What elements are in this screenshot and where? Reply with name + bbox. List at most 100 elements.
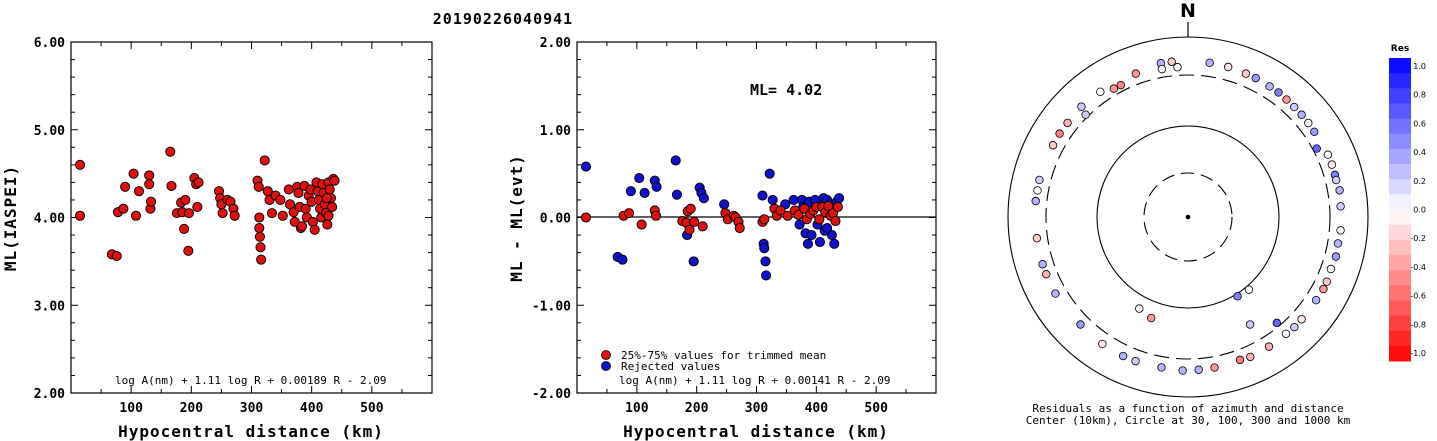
rejected-point bbox=[814, 237, 825, 248]
colorbar-cell bbox=[1389, 209, 1411, 226]
data-point bbox=[183, 208, 194, 219]
x-tick-label: 400 bbox=[805, 401, 829, 416]
data-point bbox=[323, 210, 334, 221]
station-marker bbox=[1235, 355, 1245, 365]
colorbar-labels: 1.0 0.8 0.6 0.4 0.2 0.0 -0.2 -0.4 -0.6 -0.8 -1.0 bbox=[1410, 62, 1426, 358]
data-point bbox=[253, 181, 264, 192]
tick-group: 100 200 300 400 500 2.00 3.00 4.00 5.00 6.00 bbox=[34, 36, 432, 416]
station-marker bbox=[1331, 252, 1341, 261]
station-marker bbox=[1167, 57, 1176, 66]
station-marker bbox=[1131, 69, 1141, 78]
rejected-point bbox=[757, 190, 768, 201]
colorbar-cell bbox=[1389, 270, 1411, 286]
data-point bbox=[130, 210, 142, 221]
station-marker bbox=[1323, 150, 1333, 159]
data-point bbox=[254, 231, 265, 242]
colorbar-cell bbox=[1389, 330, 1411, 347]
station-marker bbox=[1096, 87, 1105, 96]
data-point bbox=[74, 159, 86, 170]
colorbar-cell bbox=[1389, 315, 1411, 332]
data-point bbox=[111, 251, 122, 262]
rejected-point bbox=[822, 222, 833, 234]
ml-value-label: ML= 4.02 bbox=[750, 81, 822, 99]
station-marker bbox=[1205, 58, 1214, 68]
data-point bbox=[329, 175, 340, 186]
trimmed-point bbox=[814, 214, 825, 225]
y-axis-label: ML - ML(evt) bbox=[507, 154, 526, 282]
station-marker bbox=[1272, 318, 1282, 328]
data-point bbox=[321, 193, 332, 204]
station-marker bbox=[1322, 277, 1331, 286]
figure-title: 20190226040941 bbox=[433, 10, 573, 28]
formula-annotation: log A(nm) + 1.11 log R + 0.00189 R - 2.0… bbox=[115, 374, 387, 387]
trimmed-point bbox=[830, 215, 841, 227]
rejected-point bbox=[670, 155, 681, 166]
y-tick-label: 6.00 bbox=[34, 36, 65, 51]
station-marker bbox=[1077, 102, 1086, 111]
x-axis-label: Hypocentral distance (km) bbox=[118, 422, 384, 441]
station-marker bbox=[1147, 313, 1156, 323]
rejected-point bbox=[759, 243, 770, 254]
x-tick-label: 200 bbox=[180, 401, 204, 416]
station-marker bbox=[1116, 80, 1126, 90]
station-marker bbox=[1311, 295, 1321, 305]
ring-1000km bbox=[1007, 36, 1369, 398]
data-point bbox=[165, 146, 176, 157]
station-marker bbox=[1297, 315, 1306, 324]
colorbar-cell bbox=[1389, 88, 1411, 104]
station-marker bbox=[1035, 175, 1044, 185]
ring-30km bbox=[1143, 172, 1233, 262]
colorbar-tick-label: 0.2 bbox=[1413, 177, 1426, 186]
trimmed-point bbox=[636, 219, 647, 230]
points-group bbox=[74, 146, 340, 265]
colorbar-tick-label: -1.0 bbox=[1410, 349, 1426, 358]
station-marker bbox=[1310, 127, 1319, 137]
station-marker bbox=[1244, 285, 1254, 294]
data-point bbox=[256, 254, 267, 265]
colorbar-cell bbox=[1389, 285, 1411, 301]
data-point bbox=[293, 187, 304, 198]
rejected-point bbox=[688, 256, 699, 267]
station-marker bbox=[1233, 292, 1242, 301]
rejected-point bbox=[617, 254, 628, 265]
legend-rejected-label: Rejected values bbox=[621, 360, 720, 373]
data-point bbox=[327, 201, 338, 213]
y-tick-label: 5.00 bbox=[34, 124, 65, 139]
data-point bbox=[289, 216, 300, 227]
data-point bbox=[324, 184, 335, 195]
station-marker bbox=[1063, 118, 1072, 128]
data-point bbox=[166, 180, 177, 191]
colorbar-cell bbox=[1389, 164, 1411, 180]
data-point bbox=[133, 186, 145, 197]
station-marker bbox=[1042, 270, 1051, 279]
y-tick-label: 4.00 bbox=[34, 212, 65, 227]
points-group bbox=[580, 155, 845, 281]
x-tick-label: 200 bbox=[685, 401, 709, 416]
trimmed-point bbox=[685, 203, 696, 214]
data-point bbox=[118, 203, 129, 214]
legend-trimmed-marker bbox=[601, 350, 611, 360]
x-tick-label: 100 bbox=[119, 401, 143, 416]
rejected-point bbox=[788, 194, 799, 205]
colorbar-cell bbox=[1389, 118, 1411, 135]
station-marker bbox=[1289, 102, 1299, 112]
station-marker bbox=[1038, 260, 1047, 269]
colorbar-cell bbox=[1389, 148, 1411, 165]
station-marker bbox=[1336, 202, 1345, 211]
colorbar-cells bbox=[1389, 58, 1411, 362]
station-marker bbox=[1241, 69, 1251, 78]
colorbar-tick-label: 0.6 bbox=[1413, 119, 1426, 128]
colorbar-tick-label: -0.6 bbox=[1410, 292, 1426, 301]
data-point bbox=[180, 194, 191, 205]
rejected-point bbox=[698, 193, 709, 204]
rejected-point bbox=[625, 186, 636, 197]
station-marker bbox=[1281, 329, 1291, 338]
y-axis-label: ML(IASPEI) bbox=[1, 165, 20, 271]
colorbar-cell bbox=[1389, 239, 1411, 256]
station-marker bbox=[1033, 186, 1042, 195]
trimmed-point bbox=[782, 210, 793, 221]
y-tick-label: 2.00 bbox=[540, 36, 571, 51]
rejected-point bbox=[829, 238, 840, 249]
data-point bbox=[277, 210, 288, 221]
